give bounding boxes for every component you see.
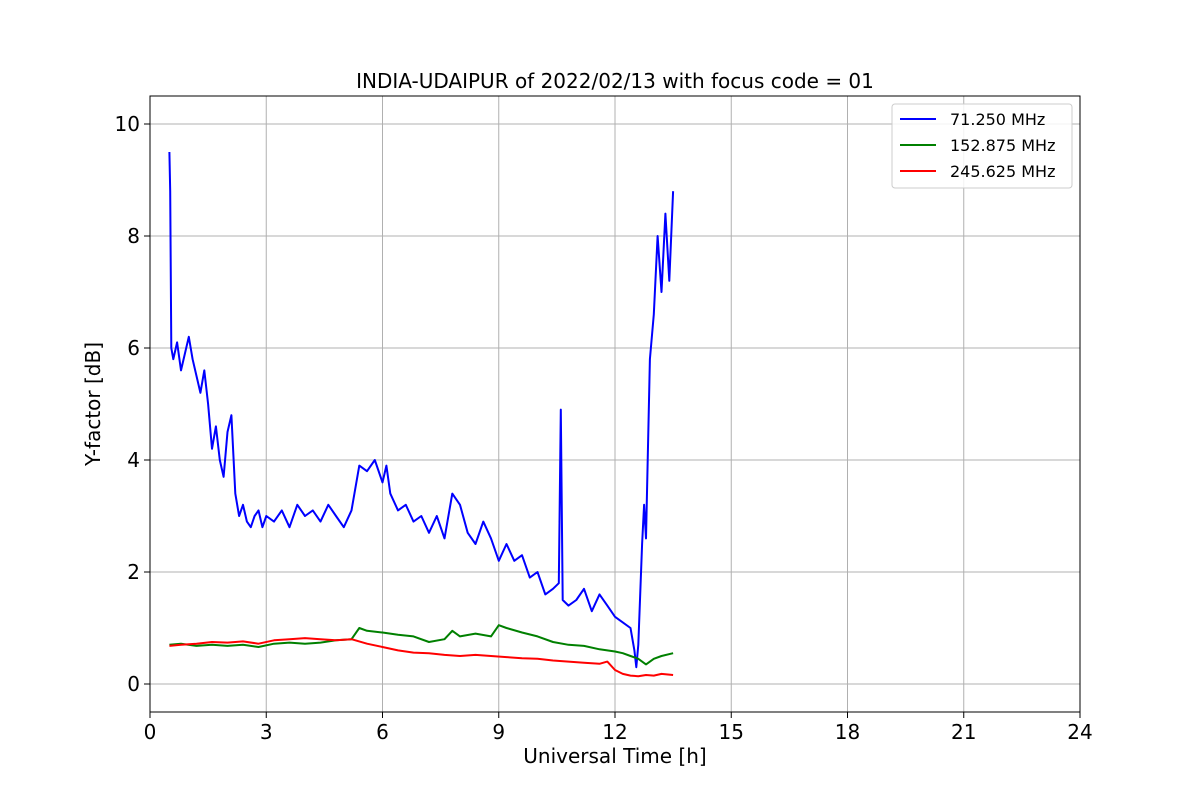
series-lines xyxy=(168,151,675,678)
y-tick-label: 8 xyxy=(127,224,140,248)
legend: 71.250 MHz 152.875 MHz 245.625 MHz xyxy=(891,103,1073,189)
series-line-2 xyxy=(169,624,674,666)
y-tick-label: 6 xyxy=(127,336,140,360)
y-tick-label: 0 xyxy=(127,672,140,696)
legend-label: 71.250 MHz xyxy=(950,110,1045,129)
legend-box xyxy=(891,103,1073,189)
series-line-1 xyxy=(168,151,675,669)
legend-label: 245.625 MHz xyxy=(950,162,1055,181)
x-tick-label: 3 xyxy=(260,720,273,744)
x-tick-label: 9 xyxy=(492,720,505,744)
x-tick-label: 12 xyxy=(602,720,627,744)
x-tick-label: 24 xyxy=(1067,720,1092,744)
series-line-3 xyxy=(169,637,674,678)
y-tick-label: 2 xyxy=(127,560,140,584)
y-tick-label: 10 xyxy=(115,112,140,136)
chart-title: INDIA-UDAIPUR of 2022/02/13 with focus c… xyxy=(356,69,874,93)
x-tick-label: 15 xyxy=(719,720,744,744)
y-tick-label: 4 xyxy=(127,448,140,472)
y-axis-label: Y-factor [dB] xyxy=(81,342,105,467)
x-tick-label: 21 xyxy=(951,720,976,744)
x-tick-label: 0 xyxy=(144,720,157,744)
x-axis-label: Universal Time [h] xyxy=(523,744,706,768)
x-tick-label: 18 xyxy=(835,720,860,744)
x-tick-label: 6 xyxy=(376,720,389,744)
legend-label: 152.875 MHz xyxy=(950,136,1055,155)
